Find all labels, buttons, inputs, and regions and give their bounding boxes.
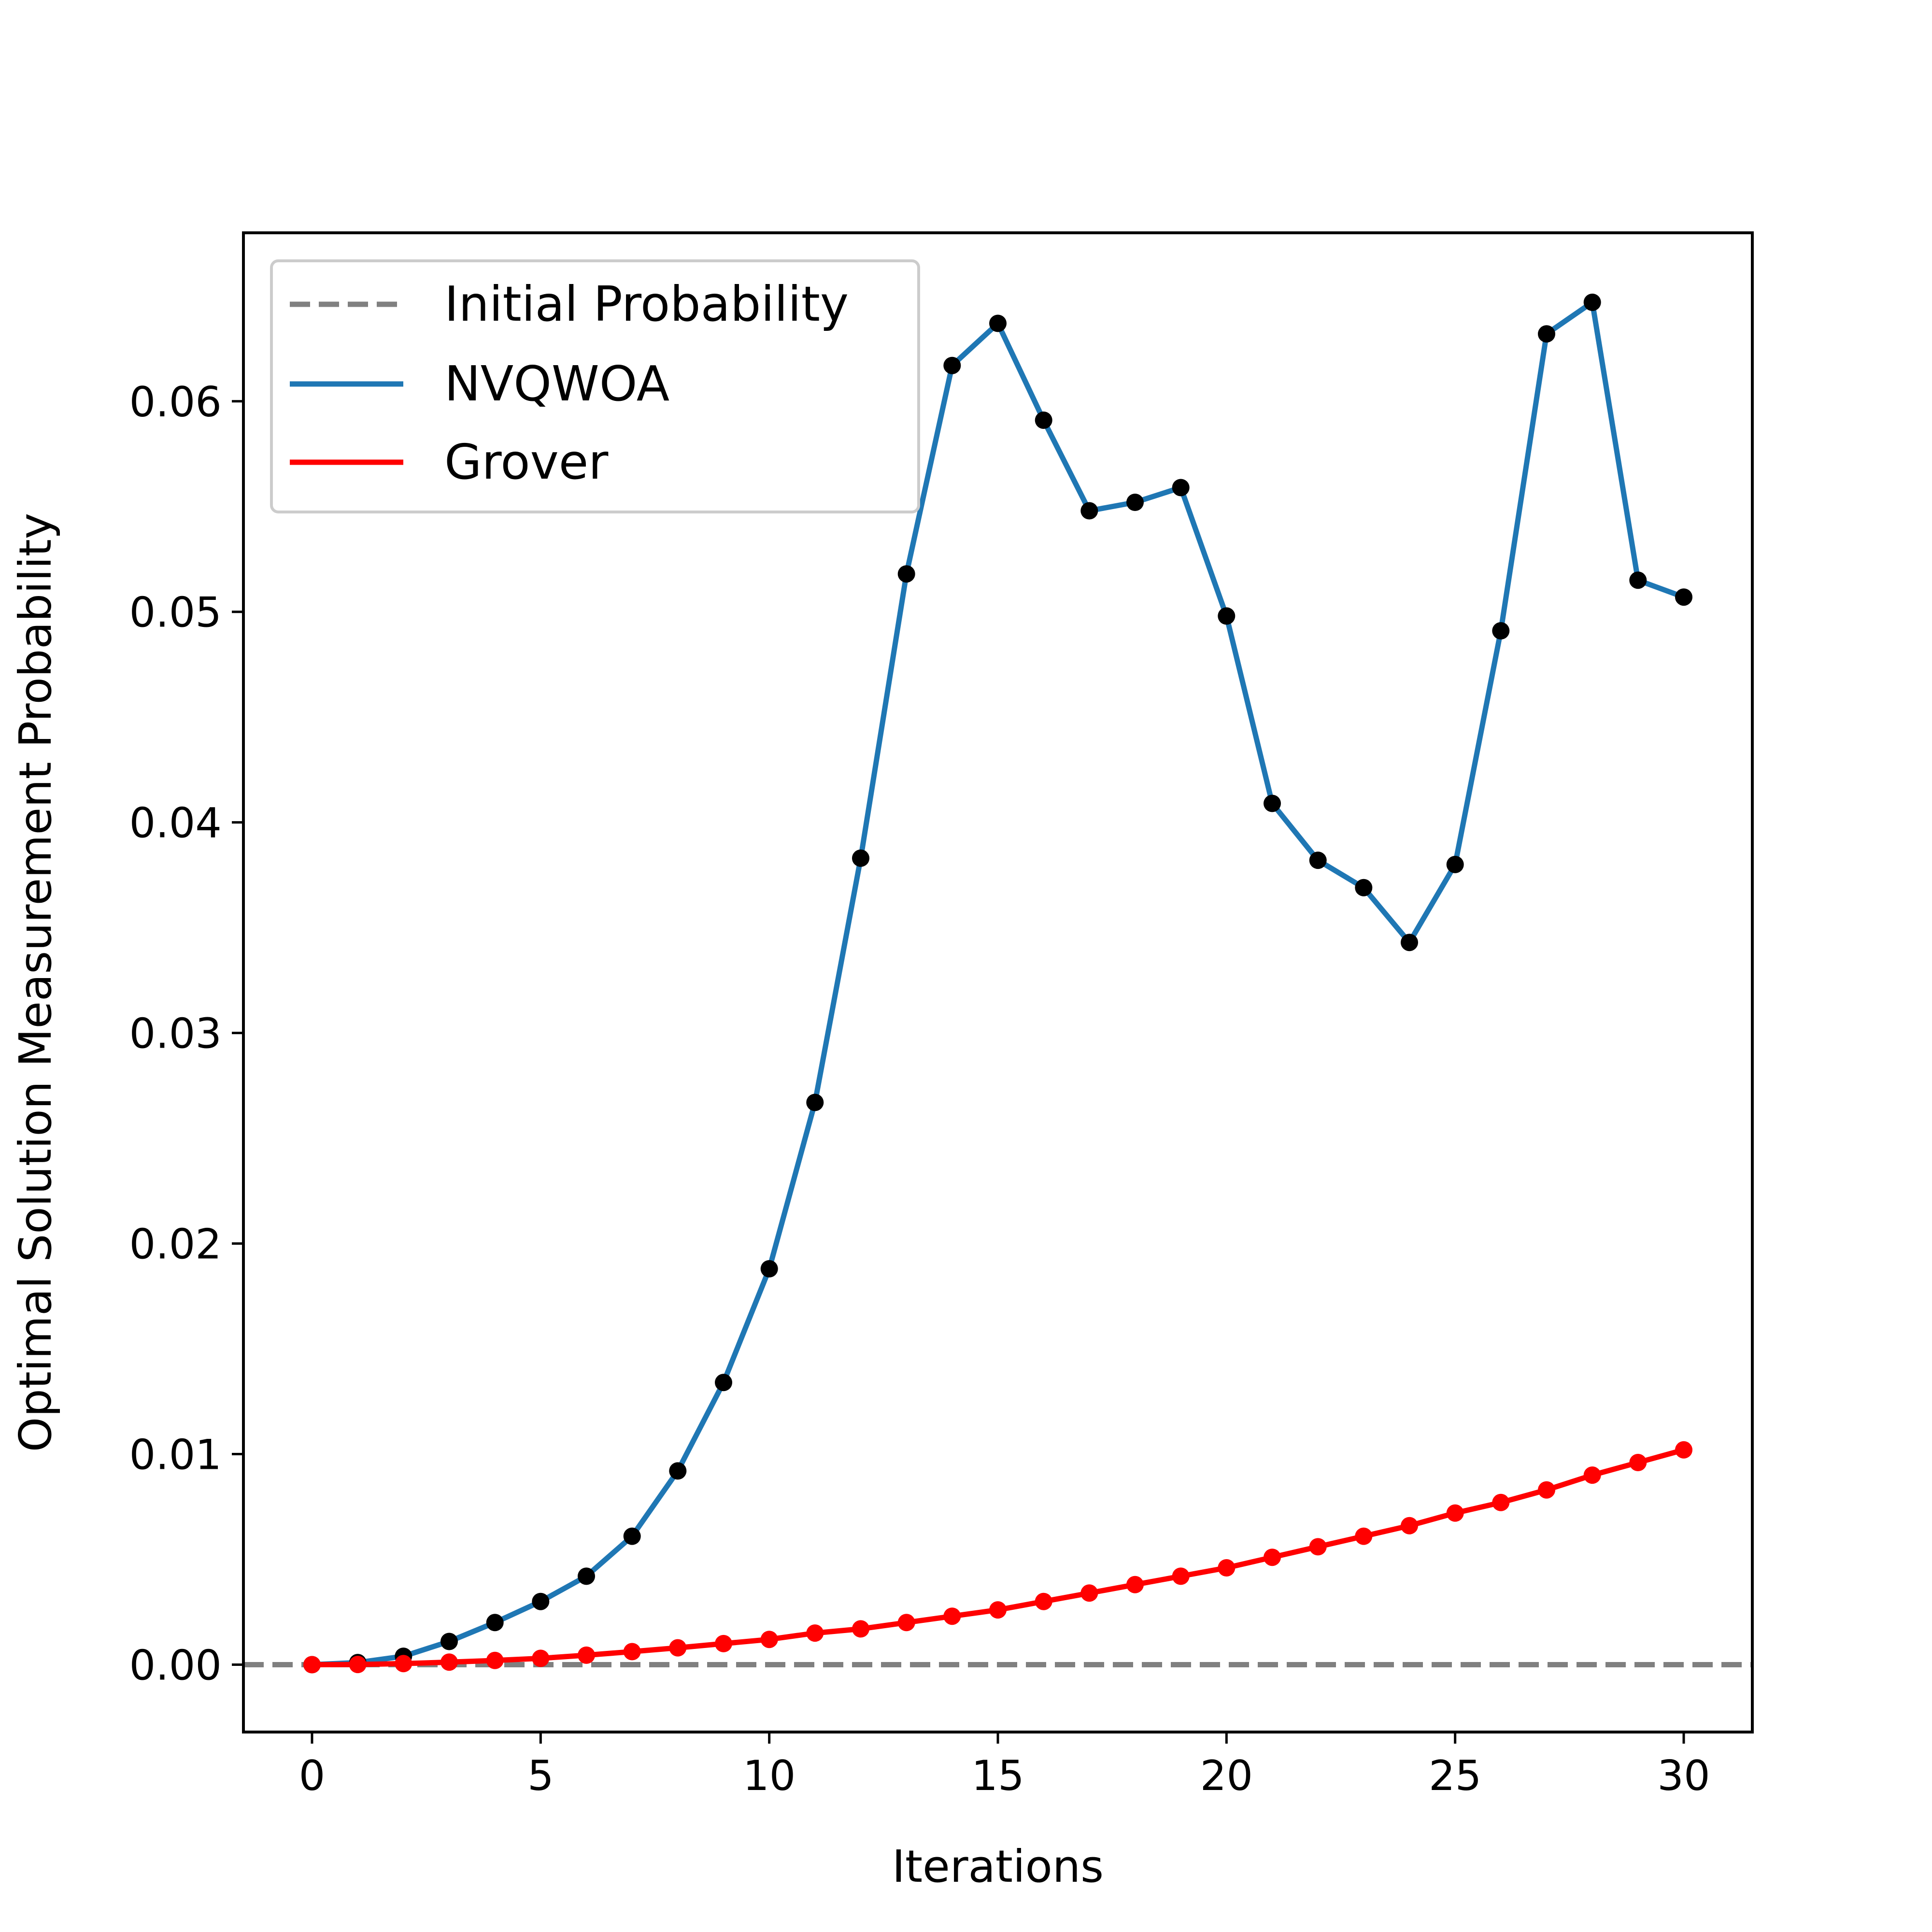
data-point-grover	[1629, 1454, 1647, 1471]
data-point-grover	[440, 1653, 458, 1671]
plot-content	[243, 293, 1752, 1674]
data-point-nvqwoa	[760, 1260, 778, 1278]
data-point-nvqwoa	[1080, 502, 1098, 520]
data-point-grover	[1035, 1592, 1052, 1610]
data-point-grover	[1080, 1584, 1098, 1602]
y-tick-label: 0.00	[129, 1641, 222, 1690]
y-tick-label: 0.01	[129, 1431, 222, 1479]
data-point-grover	[715, 1634, 732, 1652]
data-point-grover	[897, 1614, 915, 1632]
data-point-grover	[1583, 1466, 1601, 1484]
x-tick-label: 10	[743, 1752, 796, 1800]
data-point-nvqwoa	[1309, 852, 1327, 869]
y-tick-label: 0.02	[129, 1221, 222, 1269]
data-point-nvqwoa	[1126, 494, 1144, 511]
data-point-nvqwoa	[1218, 607, 1236, 625]
data-point-nvqwoa	[1355, 879, 1373, 896]
data-point-nvqwoa	[1492, 622, 1510, 639]
data-point-grover	[1218, 1559, 1236, 1577]
data-point-grover	[1492, 1493, 1510, 1511]
data-point-grover	[578, 1646, 595, 1664]
data-point-grover	[669, 1639, 687, 1657]
data-point-nvqwoa	[440, 1633, 458, 1650]
data-point-grover	[1675, 1441, 1692, 1459]
data-point-grover	[303, 1656, 321, 1674]
data-point-grover	[989, 1601, 1007, 1619]
data-point-grover	[1538, 1481, 1555, 1499]
data-point-grover	[1126, 1576, 1144, 1593]
legend-label-initial-probability: Initial Probability	[444, 276, 849, 332]
data-point-nvqwoa	[943, 356, 961, 374]
data-point-nvqwoa	[715, 1374, 732, 1392]
data-point-nvqwoa	[1446, 855, 1464, 873]
data-point-nvqwoa	[486, 1614, 504, 1632]
data-point-grover	[806, 1624, 824, 1642]
data-point-grover	[852, 1620, 869, 1638]
data-point-grover	[395, 1655, 412, 1673]
data-point-grover	[1401, 1517, 1418, 1534]
data-point-grover	[349, 1656, 367, 1674]
x-tick-label: 0	[299, 1752, 326, 1800]
legend-label-nvqwoa: NVQWOA	[444, 355, 669, 412]
data-point-grover	[1264, 1548, 1281, 1566]
data-point-nvqwoa	[1538, 325, 1555, 343]
y-tick-label: 0.04	[129, 799, 222, 848]
data-point-grover	[1355, 1527, 1373, 1545]
data-point-nvqwoa	[1172, 479, 1190, 497]
data-point-grover	[1309, 1538, 1327, 1556]
x-tick-label: 15	[971, 1752, 1024, 1800]
x-axis-title: Iterations	[892, 1841, 1104, 1892]
x-tick-label: 30	[1657, 1752, 1710, 1800]
data-point-grover	[623, 1643, 641, 1661]
y-tick-label: 0.03	[129, 1010, 222, 1058]
data-point-nvqwoa	[1401, 934, 1418, 952]
x-tick-label: 20	[1200, 1752, 1253, 1800]
y-axis: 0.00 0.01 0.02 0.03 0.04 0.05 0.06	[129, 378, 243, 1690]
data-point-nvqwoa	[532, 1592, 550, 1610]
data-point-nvqwoa	[852, 849, 869, 867]
data-point-grover	[760, 1631, 778, 1648]
data-point-grover	[532, 1649, 550, 1667]
data-point-nvqwoa	[669, 1462, 687, 1480]
x-tick-label: 5	[527, 1752, 554, 1800]
data-point-nvqwoa	[897, 565, 915, 583]
y-axis-title: Optimal Solution Measurement Probability	[10, 513, 61, 1452]
x-axis: 0 5 10 15 20 25 30	[299, 1732, 1710, 1800]
legend-label-grover: Grover	[444, 434, 609, 490]
data-point-nvqwoa	[1264, 795, 1281, 812]
y-tick-label: 0.05	[129, 589, 222, 637]
data-point-nvqwoa	[989, 314, 1007, 332]
data-point-grover	[486, 1651, 504, 1669]
data-point-grover	[1446, 1504, 1464, 1522]
data-point-nvqwoa	[806, 1094, 824, 1111]
data-point-nvqwoa	[1583, 293, 1601, 311]
data-point-grover	[943, 1607, 961, 1625]
x-tick-label: 25	[1429, 1752, 1481, 1800]
data-point-grover	[1172, 1567, 1190, 1585]
data-point-nvqwoa	[1035, 412, 1052, 429]
data-point-nvqwoa	[1629, 571, 1647, 589]
legend-box	[270, 259, 920, 513]
data-point-nvqwoa	[623, 1527, 641, 1545]
data-point-nvqwoa	[578, 1567, 595, 1585]
legend: Initial Probability NVQWOA Grover	[270, 259, 920, 513]
y-tick-label: 0.06	[129, 378, 222, 426]
data-point-nvqwoa	[1675, 588, 1692, 606]
